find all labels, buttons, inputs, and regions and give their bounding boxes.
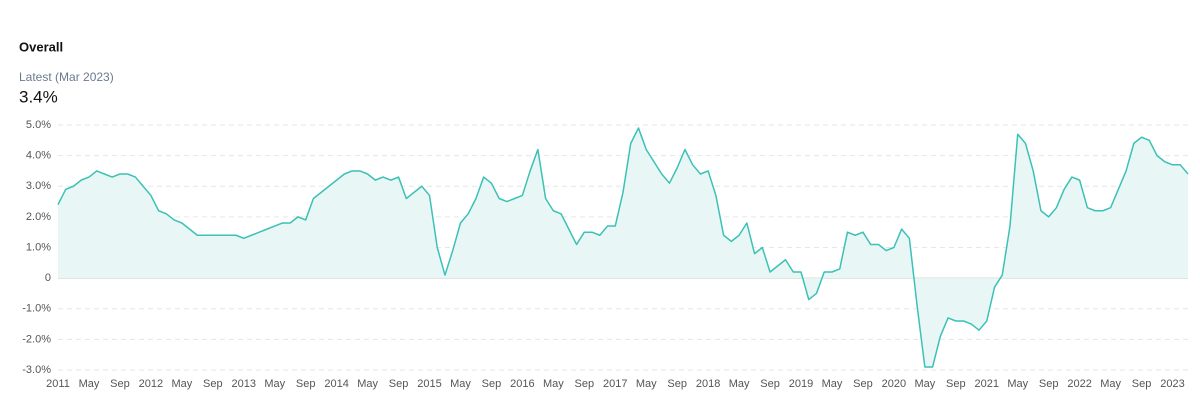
- x-tick-label: May: [636, 378, 657, 390]
- x-tick-label: Sep: [853, 378, 873, 390]
- x-tick-label: May: [729, 378, 750, 390]
- area-fill: [58, 128, 1188, 367]
- x-tick-label: Sep: [667, 378, 687, 390]
- x-tick-label: Sep: [575, 378, 595, 390]
- x-tick-label: Sep: [203, 378, 223, 390]
- x-tick-label: 2023: [1160, 378, 1184, 390]
- y-tick-label: 1.0%: [26, 241, 51, 253]
- y-tick-label: -2.0%: [22, 333, 51, 345]
- y-tick-label: -3.0%: [22, 364, 51, 376]
- y-tick-label: 3.0%: [26, 180, 51, 192]
- x-tick-label: Sep: [389, 378, 409, 390]
- x-tick-label: 2013: [232, 378, 256, 390]
- x-tick-label: 2021: [975, 378, 999, 390]
- x-tick-label: Sep: [1039, 378, 1059, 390]
- chart-title: Overall: [19, 39, 63, 54]
- x-tick-label: 2012: [139, 378, 163, 390]
- latest-label: Latest (Mar 2023): [19, 70, 114, 84]
- x-tick-label: 2015: [417, 378, 441, 390]
- y-tick-label: 2.0%: [26, 211, 51, 223]
- x-tick-label: May: [79, 378, 100, 390]
- x-tick-label: 2016: [510, 378, 534, 390]
- x-tick-label: May: [1100, 378, 1121, 390]
- x-tick-label: May: [1007, 378, 1028, 390]
- y-tick-label: 0: [45, 272, 51, 284]
- x-tick-label: May: [264, 378, 285, 390]
- x-tick-label: Sep: [1132, 378, 1152, 390]
- x-tick-label: May: [543, 378, 564, 390]
- y-tick-label: 5.0%: [26, 119, 51, 131]
- y-tick-label: -1.0%: [22, 303, 51, 315]
- y-tick-label: 4.0%: [26, 150, 51, 162]
- x-tick-label: Sep: [482, 378, 502, 390]
- x-tick-label: May: [357, 378, 378, 390]
- x-tick-label: May: [171, 378, 192, 390]
- x-tick-label: 2014: [324, 378, 348, 390]
- x-tick-label: May: [450, 378, 471, 390]
- x-tick-label: 2020: [882, 378, 906, 390]
- line: [57, 127, 1189, 368]
- x-tick-label: May: [822, 378, 843, 390]
- x-tick-label: Sep: [296, 378, 316, 390]
- x-tick-label: Sep: [110, 378, 130, 390]
- x-tick-label: Sep: [946, 378, 966, 390]
- x-tick-label: Sep: [760, 378, 780, 390]
- x-tick-label: 2018: [696, 378, 720, 390]
- x-tick-label: 2022: [1067, 378, 1091, 390]
- x-tick-label: May: [914, 378, 935, 390]
- latest-value: 3.4%: [19, 87, 58, 106]
- x-tick-label: 2019: [789, 378, 813, 390]
- x-tick-label: 2017: [603, 378, 627, 390]
- x-tick-label: 2011: [46, 378, 70, 390]
